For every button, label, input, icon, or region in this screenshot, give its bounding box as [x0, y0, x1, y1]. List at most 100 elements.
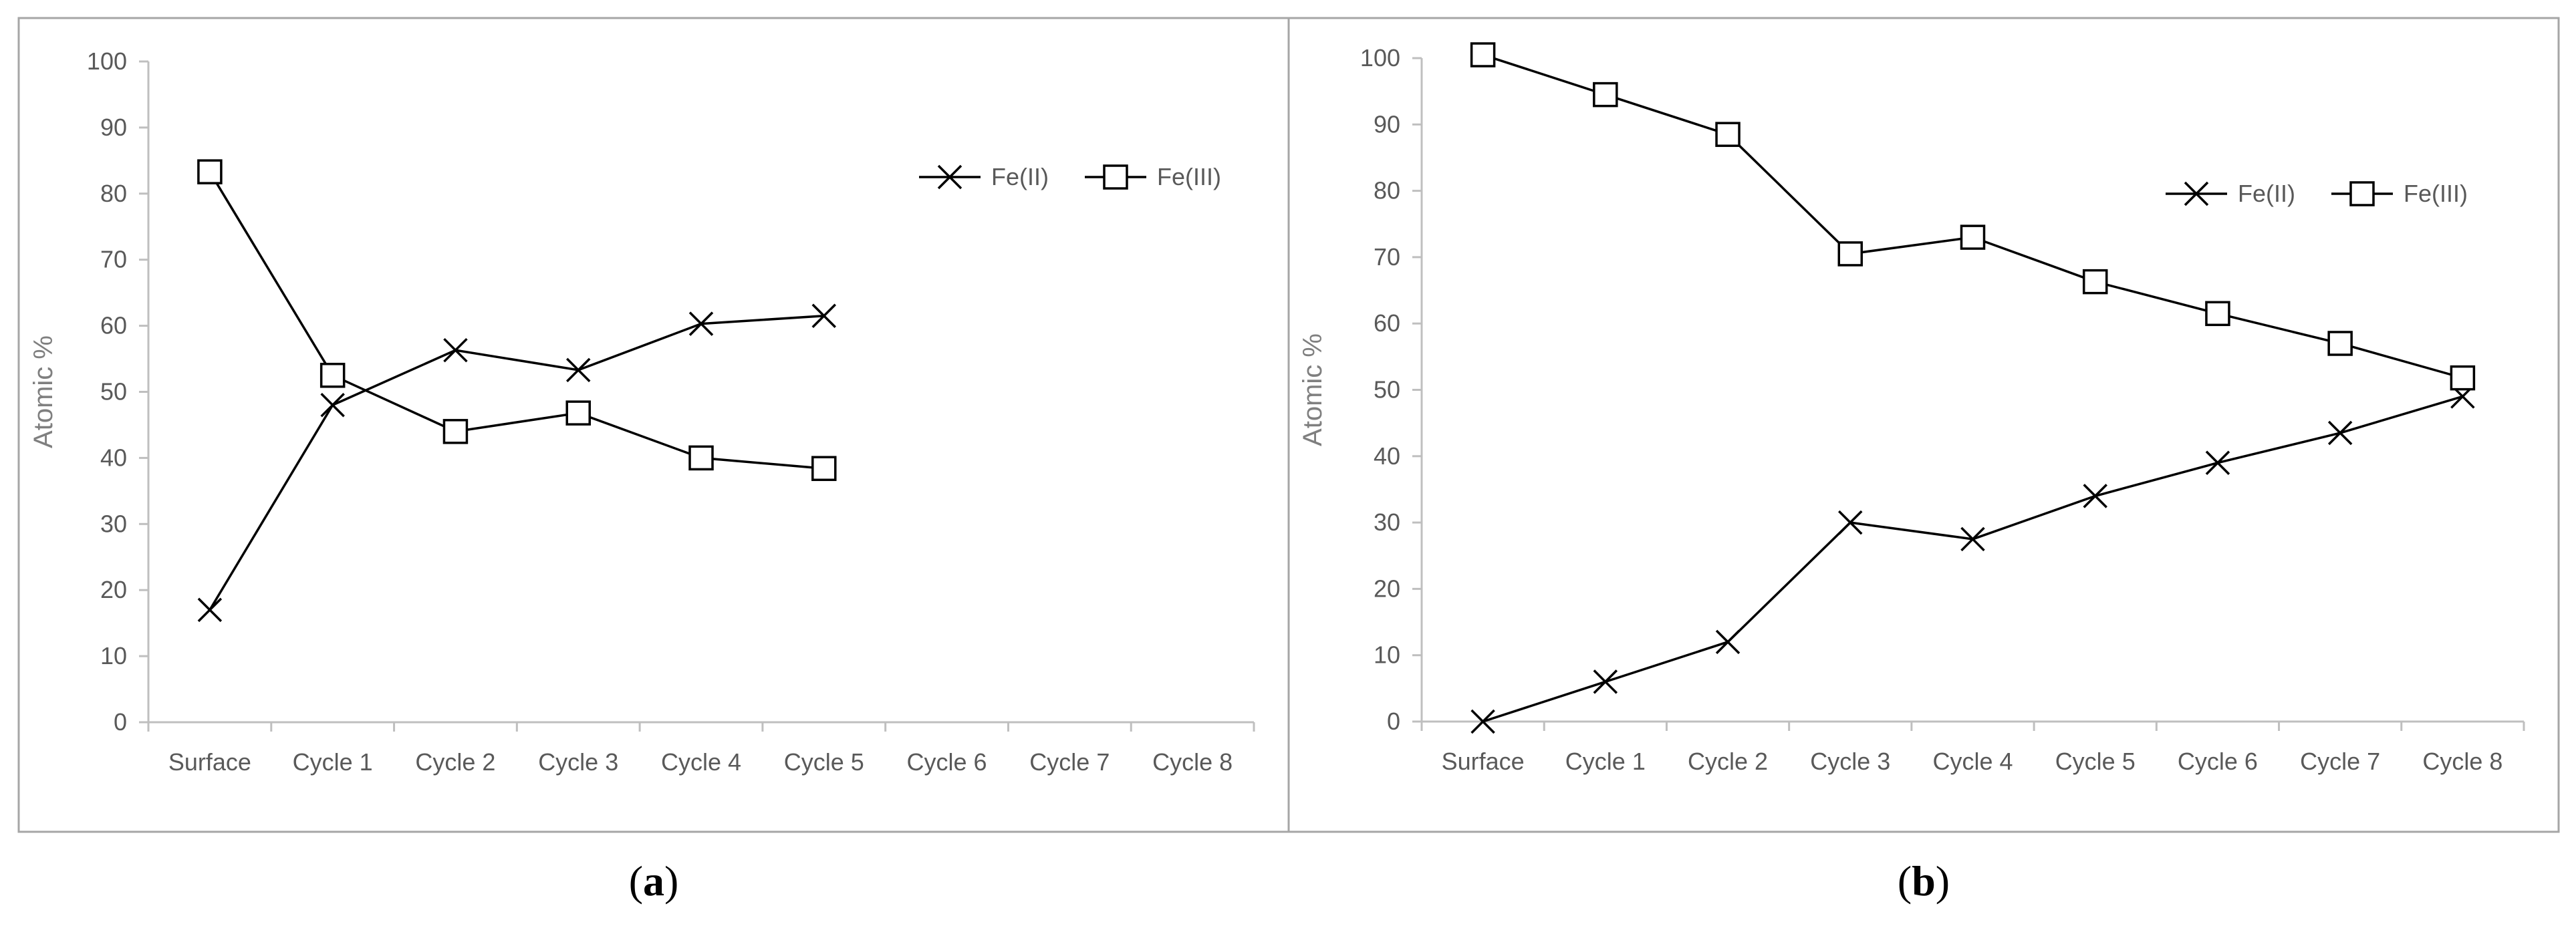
legend-entry: Fe(III) — [1085, 163, 1221, 190]
panel-b-frame — [1287, 17, 2560, 833]
data-point — [197, 159, 223, 184]
data-point — [2205, 450, 2230, 475]
y-tick-label: 10 — [100, 642, 127, 669]
series-line — [209, 171, 824, 470]
x-tick-label: Cycle 2 — [415, 748, 495, 776]
x-tick-label: Surface — [168, 748, 251, 776]
legend-marker — [2184, 181, 2209, 206]
x-tick-label: Cycle 1 — [1565, 748, 1646, 775]
data-point — [688, 311, 714, 336]
legend-label: Fe(II) — [2238, 180, 2295, 207]
y-tick-label: 30 — [1374, 508, 1400, 536]
data-point — [1960, 224, 1986, 250]
data-point — [319, 363, 346, 388]
data-point — [2205, 301, 2230, 327]
data-point — [2327, 420, 2353, 446]
y-tick-label: 90 — [1374, 110, 1400, 138]
marker-stroke — [1470, 709, 1495, 734]
marker-stroke — [2205, 450, 2230, 475]
marker-stroke — [1593, 669, 1618, 694]
data-point — [1838, 510, 1863, 535]
x-tick-label: Surface — [1442, 748, 1525, 775]
legend-entry: Fe(III) — [2331, 180, 2468, 207]
data-point — [811, 303, 837, 329]
chart-panel-b: 0 10 20 30 40 50 60 70 80 90 100 Surface Cycle 1 Cycl… — [1298, 42, 2525, 775]
y-tick-label: 40 — [100, 444, 127, 471]
y-tick-label: 60 — [100, 312, 127, 339]
y-tick-label: 20 — [100, 576, 127, 603]
series-line — [1483, 395, 2463, 723]
x-tick-label: Cycle 8 — [1152, 748, 1233, 776]
data-point — [2082, 269, 2108, 295]
data-point — [2450, 365, 2476, 391]
data-point — [2327, 331, 2353, 356]
y-tick-label: 40 — [1374, 442, 1400, 470]
data-point — [2083, 484, 2107, 508]
x-tick-label: Cycle 5 — [784, 748, 864, 776]
marker-stroke — [565, 357, 591, 383]
data-point — [1470, 709, 1495, 734]
legend-entry: Fe(II) — [919, 163, 1049, 190]
y-axis-title: Atomic % — [29, 335, 58, 448]
legend-marker — [937, 164, 962, 190]
y-tick-label: 30 — [100, 510, 127, 537]
x-tick-label: Cycle 4 — [661, 748, 741, 776]
marker-stroke — [443, 337, 468, 363]
data-point — [1837, 241, 1863, 267]
data-point — [320, 393, 345, 418]
data-point — [1715, 122, 1741, 147]
y-tick-label: 70 — [100, 246, 127, 273]
y-axis-title: Atomic % — [1298, 333, 1327, 446]
data-point — [442, 419, 469, 444]
panel-a-frame — [17, 17, 1290, 833]
data-point — [565, 357, 591, 383]
y-tick-label: 0 — [1387, 708, 1400, 735]
y-tick-label: 50 — [1374, 376, 1400, 404]
caption-b-label: b — [1912, 857, 1936, 905]
legend-label: Fe(II) — [991, 163, 1049, 190]
series-line — [1483, 53, 2463, 379]
y-tick-label: 10 — [1374, 641, 1400, 669]
legend-entry: Fe(II) — [2166, 180, 2295, 207]
series-line — [209, 315, 824, 611]
y-tick-label: 50 — [100, 378, 127, 406]
data-point — [688, 445, 714, 471]
y-tick-label: 20 — [1374, 575, 1400, 602]
x-tick-label: Cycle 2 — [1688, 748, 1768, 775]
marker-stroke — [2327, 420, 2353, 446]
x-tick-label: Cycle 8 — [2422, 748, 2502, 775]
data-point — [197, 597, 223, 623]
legend-marker — [2349, 181, 2375, 206]
data-point — [1715, 629, 1741, 655]
marker-stroke — [197, 597, 223, 623]
marker-stroke — [811, 303, 837, 329]
x-tick-label: Cycle 3 — [1810, 748, 1890, 775]
y-tick-label: 70 — [1374, 243, 1400, 271]
x-tick-label: Cycle 6 — [2178, 748, 2258, 775]
marker-stroke — [320, 393, 345, 418]
caption-b: (b) — [1898, 857, 1950, 905]
legend-label: Fe(III) — [1157, 163, 1221, 190]
marker-stroke — [937, 164, 962, 190]
y-tick-label: 80 — [100, 180, 127, 207]
data-point — [1593, 669, 1618, 694]
data-point — [1593, 82, 1618, 108]
marker-stroke — [2184, 181, 2209, 206]
caption-a: (a) — [629, 857, 679, 905]
x-tick-label: Cycle 7 — [2300, 748, 2380, 775]
legend-label: Fe(III) — [2404, 180, 2468, 207]
y-tick-label: 0 — [114, 708, 127, 736]
legend-marker — [1103, 164, 1128, 190]
data-point — [1470, 42, 1496, 67]
marker-stroke — [1715, 629, 1741, 655]
x-tick-label: Cycle 5 — [2055, 748, 2136, 775]
marker-stroke — [1838, 510, 1863, 535]
data-point — [811, 456, 837, 481]
x-tick-label: Cycle 1 — [293, 748, 373, 776]
marker-stroke — [1960, 526, 1985, 552]
y-tick-label: 90 — [100, 114, 127, 141]
x-tick-label: Cycle 3 — [538, 748, 618, 776]
caption-a-label: a — [643, 857, 664, 905]
x-tick-label: Cycle 7 — [1029, 748, 1110, 776]
